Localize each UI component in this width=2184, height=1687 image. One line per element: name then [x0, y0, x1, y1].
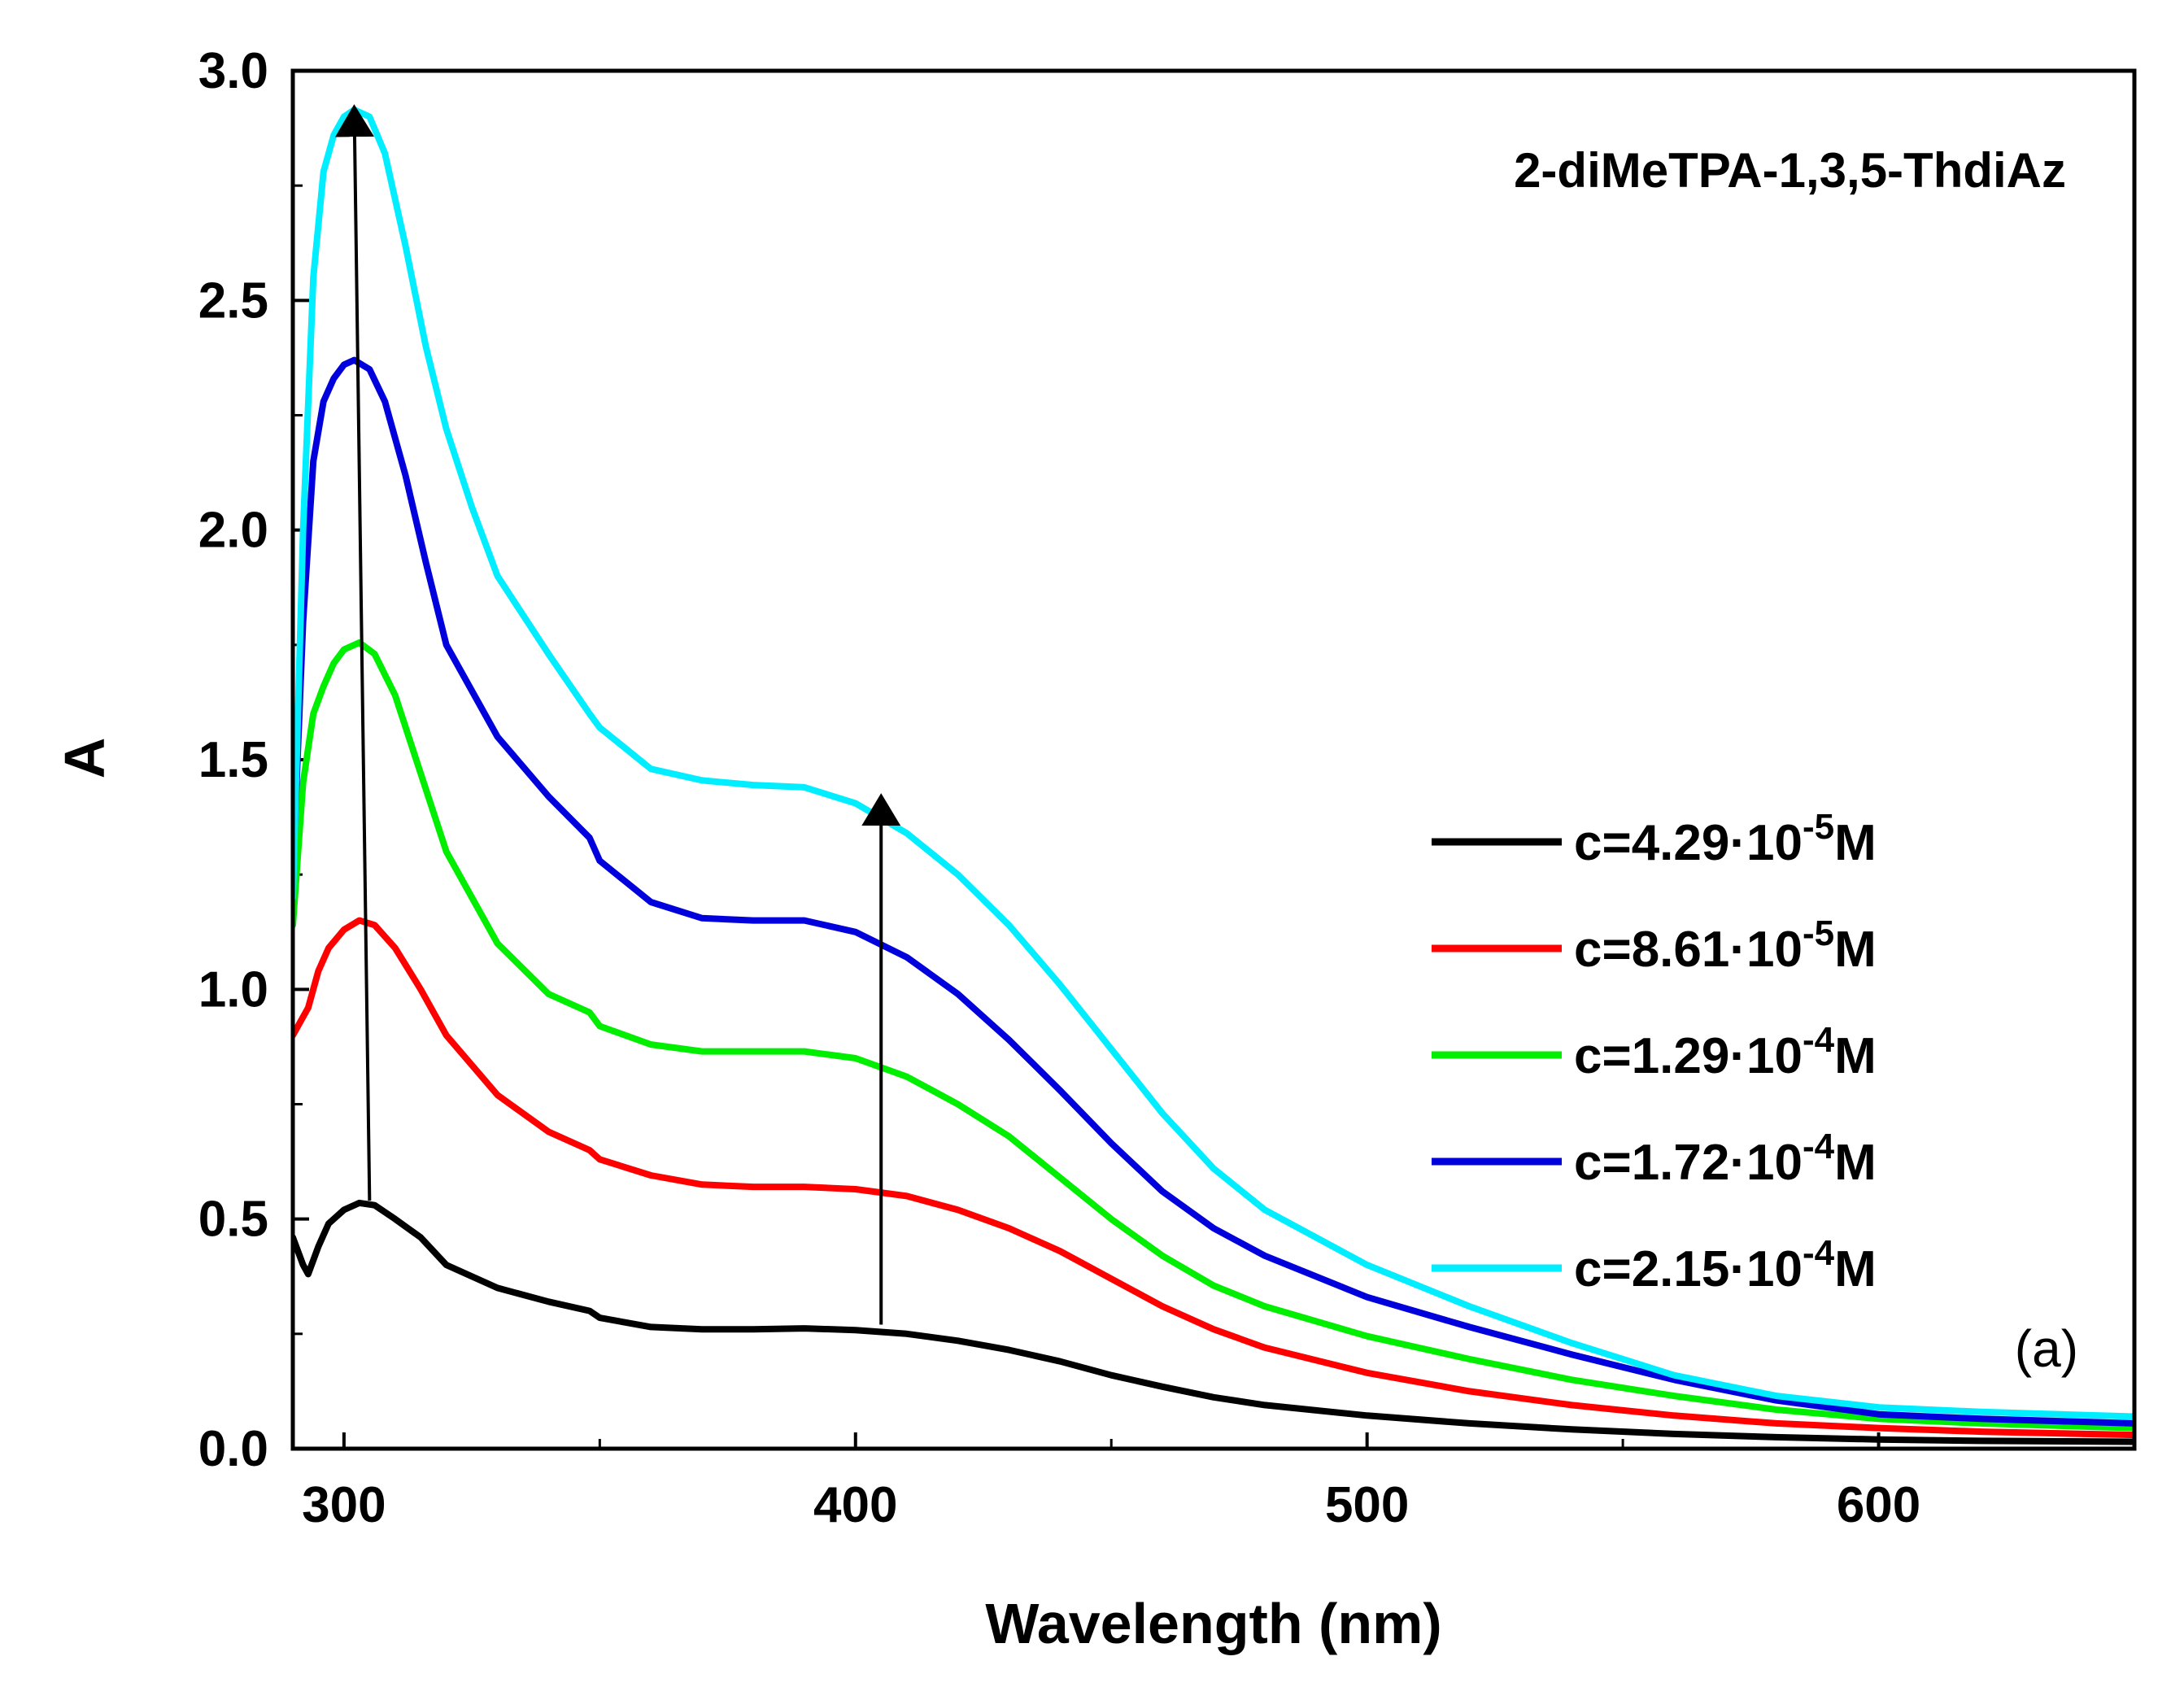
- y-tick-label: 0.5: [198, 1192, 268, 1248]
- y-tick-label: 1.5: [198, 732, 268, 788]
- annotation-arrow-1: [334, 104, 374, 1201]
- y-tick-label: 3.0: [198, 43, 268, 99]
- series-line-2: [293, 917, 2134, 1439]
- y-tick-label: 0.0: [198, 1421, 268, 1477]
- y-tick-label: 1.0: [198, 961, 268, 1018]
- legend-label-3: c=1.29·10-4M: [1574, 1020, 1877, 1084]
- annotation-arrows: [334, 104, 901, 1325]
- x-tick-label: 400: [813, 1477, 897, 1533]
- x-tick-labels: 300 400 500 600: [302, 1477, 1920, 1533]
- legend-label-4: c=1.72·10-4M: [1574, 1127, 1877, 1191]
- y-tick-label: 2.0: [198, 503, 268, 559]
- series-line-1: [293, 1199, 2134, 1445]
- series-line-5: [293, 107, 2134, 1420]
- x-axis-title: Wavelength (nm): [985, 1592, 1441, 1655]
- plot-frame: [290, 68, 2137, 1451]
- y-axis-title: A: [53, 738, 116, 779]
- legend-label-1: c=4.29·10-5M: [1574, 807, 1877, 871]
- legend-label-5: c=2.15·10-4M: [1574, 1233, 1877, 1297]
- panel-label: (a): [2015, 1319, 2078, 1378]
- x-tick-label: 600: [1837, 1477, 1920, 1533]
- legend-label-2: c=8.61·10-5M: [1574, 913, 1877, 978]
- y-tick-labels: 0.0 0.5 1.0 1.5 2.0 2.5 3.0: [198, 43, 268, 1477]
- x-tick-label: 300: [302, 1477, 386, 1533]
- y-tick-label: 2.5: [198, 272, 268, 329]
- legend: c=4.29·10-5M c=8.61·10-5M c=1.29·10-4M c=1.…: [1432, 807, 1877, 1297]
- series-line-4: [293, 356, 2134, 1427]
- chart-title: 2-diMeTPA-1,3,5-ThdiAz: [1514, 143, 2066, 198]
- series-line-3: [293, 639, 2134, 1432]
- x-tick-label: 500: [1325, 1477, 1409, 1533]
